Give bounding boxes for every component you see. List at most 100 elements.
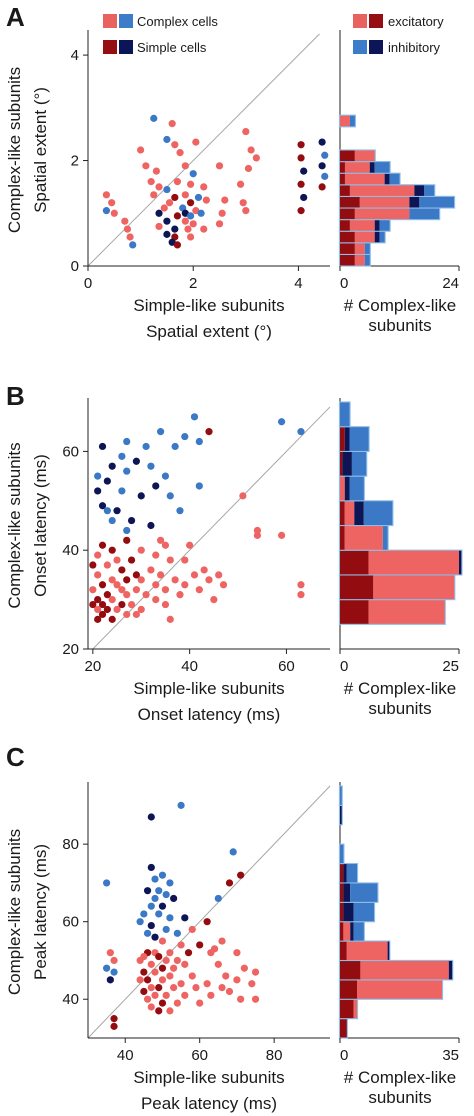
scatter-point (253, 154, 260, 161)
histogram-bar-se (340, 883, 343, 901)
histogram-bar-se (340, 255, 355, 266)
scatter-point (191, 571, 198, 578)
scatter-point (123, 438, 130, 445)
scatter-point (123, 611, 130, 618)
scatter-point (190, 220, 197, 227)
scatter-point (239, 492, 246, 499)
scatter-point (137, 146, 144, 153)
histogram-bar-si (343, 864, 346, 882)
scatter-point (187, 233, 194, 240)
legend-cell-types: Complex cells Simple cells (103, 14, 218, 55)
scatter-point (124, 225, 131, 232)
scatter-point (151, 992, 158, 999)
scatter-point (107, 976, 114, 983)
scatter-point (172, 576, 179, 583)
scatter-point (247, 146, 254, 153)
scatter-point (126, 233, 133, 240)
scatter-point (118, 453, 125, 460)
scatter-point (185, 949, 192, 956)
scatter-point (220, 581, 227, 588)
y-tick-label: 40 (62, 991, 79, 1008)
scatter-point (219, 210, 226, 217)
scatter-point (94, 473, 101, 480)
scatter-point (300, 167, 307, 174)
histogram-bar-ci (354, 922, 364, 940)
histogram-bar-ci (390, 174, 400, 185)
histogram-bar-se (340, 185, 350, 196)
scatter-point (297, 141, 304, 148)
scatter-point (138, 576, 145, 583)
scatter-point (152, 552, 159, 559)
scatter-point (226, 879, 233, 886)
histogram: 0 24# Complex-like subunits (340, 30, 459, 335)
scatter-point (170, 984, 177, 991)
y-tick-label: 40 (62, 542, 79, 559)
scatter-point (242, 207, 249, 214)
x-axis-title-line2: Onset latency (ms) (138, 705, 281, 724)
y-tick-label: 60 (62, 443, 79, 460)
scatter-point (189, 972, 196, 979)
scatter-point (109, 517, 116, 524)
legend-swatch-simple-inhibitory (119, 40, 133, 54)
scatter-point (147, 522, 154, 529)
scatter-point (109, 463, 116, 470)
scatter-point (181, 961, 188, 968)
scatter-point (155, 984, 162, 991)
histogram: 0 25# Complex-like subunits (340, 398, 461, 718)
scatter-point (204, 918, 211, 925)
y-axis-title-line2: Peak latency (ms) (31, 844, 50, 980)
scatter-point (148, 864, 155, 871)
histogram-bar-ce (347, 942, 388, 960)
scatter-point (237, 872, 244, 879)
scatter-point (142, 591, 149, 598)
legend-label-simple-cells: Simple cells (137, 40, 207, 55)
scatter-point (169, 120, 176, 127)
histogram-bar-ce (350, 185, 414, 196)
histogram-bar-ci (365, 243, 370, 254)
scatter-point (174, 957, 181, 964)
scatter-point (163, 992, 170, 999)
scatter-point (89, 586, 96, 593)
histogram-bar-se (340, 174, 345, 185)
histogram-bar-ce (369, 551, 459, 575)
scatter-point (174, 212, 181, 219)
scatter-point (205, 576, 212, 583)
histogram-x-axis-title: # Complex-like subunits (344, 679, 456, 718)
scatter-point (319, 162, 326, 169)
x-axis-title-line2: Peak latency (ms) (141, 1094, 277, 1113)
x-tick-label: 40 (181, 658, 198, 675)
legend-swatch-inhibitory-simple (369, 40, 383, 54)
histogram-bar-si (449, 961, 452, 979)
legend-swatch-complex-inhibitory (119, 14, 133, 28)
y-axis-title-line2: Spatial extent (°) (31, 87, 50, 213)
scatter-point (163, 218, 170, 225)
scatter-point (195, 194, 202, 201)
histogram-bar-ce (355, 209, 410, 220)
histogram-bar-ci (347, 864, 357, 882)
histogram-bar-ci (380, 232, 385, 243)
scatter-point (174, 241, 181, 248)
scatter-point (155, 953, 162, 960)
histogram-bar-ci (383, 526, 388, 550)
scatter-point (181, 556, 188, 563)
histogram-bar-ce (340, 477, 345, 501)
unity-line (88, 786, 330, 1038)
scatter-point (166, 1007, 173, 1014)
histogram-bar-ci (409, 209, 439, 220)
scatter-point (192, 138, 199, 145)
legend-swatch-simple-excitatory (103, 40, 117, 54)
histogram-x-tick-label: 25 (442, 658, 459, 675)
histogram-x-tick-label: 24 (442, 275, 459, 292)
scatter-point (159, 937, 166, 944)
scatter-point (207, 992, 214, 999)
scatter-point (187, 212, 194, 219)
y-tick-label: 0 (71, 258, 79, 275)
scatter-point (163, 231, 170, 238)
y-axis-title-line1: Complex-like subunits (5, 829, 24, 995)
scatter-point (242, 128, 249, 135)
scatter-point (150, 191, 157, 198)
histogram-bar-se (340, 961, 360, 979)
scatter-point (89, 561, 96, 568)
y-axis-title-line1: Complex-like subunits (5, 442, 24, 608)
